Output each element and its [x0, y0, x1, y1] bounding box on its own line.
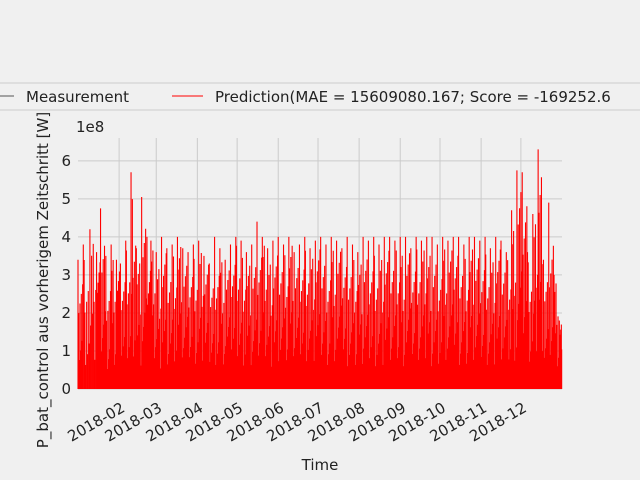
y-tick-label: 1: [61, 342, 71, 360]
y-tick-label: 6: [61, 152, 71, 170]
legend-box: [0, 82, 640, 111]
x-axis-label: Time: [301, 456, 339, 474]
y-tick-label: 3: [61, 266, 71, 284]
y-tick-labels: 0 1 2 3 4 5 6: [61, 152, 71, 398]
y-tick-label: 4: [61, 228, 71, 246]
y-offset-label: 1e8: [76, 118, 104, 136]
legend-label-prediction: Prediction(MAE = 15609080.167; Score = -…: [215, 88, 611, 106]
y-tick-label: 2: [61, 304, 71, 322]
legend: Measurement Prediction(MAE = 15609080.16…: [0, 82, 640, 111]
series-layer: [77, 149, 563, 389]
y-tick-label: 0: [61, 380, 71, 398]
y-tick-label: 5: [61, 190, 71, 208]
legend-label-measurement: Measurement: [26, 88, 129, 106]
y-axis-label: P_bat_control aus vorherigem Zeitschritt…: [34, 112, 53, 448]
